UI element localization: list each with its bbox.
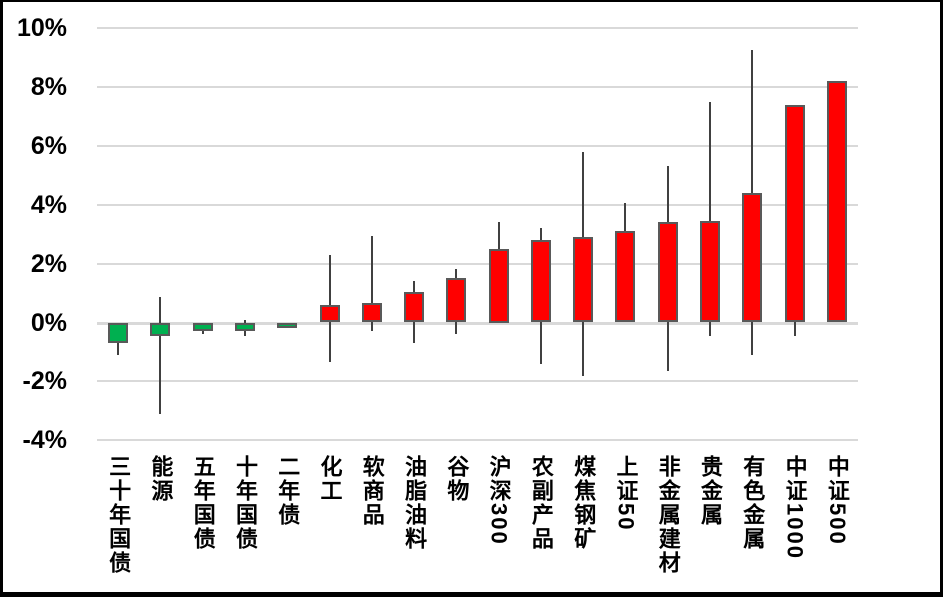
x-axis-category-label: 油脂油料	[402, 455, 428, 551]
candle-bar	[700, 220, 721, 323]
candle-bar	[573, 237, 594, 323]
candle-bar	[488, 248, 509, 323]
candle-bar	[361, 303, 382, 323]
candle-bar	[319, 304, 340, 323]
x-axis-category-label: 十年国债	[232, 455, 258, 551]
candle-bar	[826, 81, 847, 323]
x-axis-category-label: 农副产品	[528, 455, 554, 551]
candle-bar	[192, 322, 213, 332]
range-whisker	[370, 235, 373, 332]
x-axis-category-label: 五年国债	[190, 455, 216, 551]
candle-bar	[404, 291, 425, 323]
range-whisker	[159, 297, 162, 414]
plot-area: 10% 8% 6% 4% 2% 0% -2% -4% 三十年国债 能源 五年国债 十年国债 二年债 化工软…	[3, 2, 940, 592]
candle-bar	[150, 322, 171, 336]
y-axis-tick-label: 6%	[30, 131, 67, 160]
candle-bar	[446, 278, 467, 323]
candle-bar	[615, 231, 636, 323]
y-axis-tick-label: 10%	[16, 14, 67, 42]
gridline	[97, 439, 858, 442]
gridline	[97, 144, 858, 147]
candle-bar	[234, 322, 255, 332]
gridline	[97, 380, 858, 383]
x-axis-category-label: 上证50	[613, 455, 639, 532]
x-axis-category-label: 煤焦钢矿	[571, 455, 597, 551]
x-axis-category-label: 有色金属	[740, 455, 766, 551]
y-axis-tick-label: -2%	[22, 367, 67, 396]
gridline	[97, 27, 858, 29]
y-axis-tick-label: -4%	[22, 426, 67, 455]
candle-bar	[657, 222, 678, 323]
x-axis-category-label: 化工	[317, 455, 343, 503]
gridline	[97, 203, 858, 206]
candle-bar	[742, 192, 763, 323]
candle-bar	[784, 104, 805, 323]
x-axis-category-label: 二年债	[275, 455, 301, 527]
y-axis-tick-label: 8%	[30, 72, 67, 101]
x-axis-category-label: 三十年国债	[106, 455, 132, 575]
y-axis-tick-label: 2%	[30, 249, 67, 278]
x-axis-category-label: 沪深300	[486, 455, 512, 546]
x-axis-category-label: 贵金属	[698, 455, 724, 527]
x-axis-category-label: 非金属建材	[655, 455, 681, 575]
x-axis-category-label: 中证500	[824, 455, 850, 546]
x-axis-category-label: 中证1000	[782, 455, 808, 560]
gridline	[97, 262, 858, 265]
candle-bar	[277, 322, 298, 328]
y-axis-tick-label: 0%	[30, 308, 67, 337]
x-axis-category-label: 谷物	[444, 455, 470, 503]
gridline	[97, 85, 858, 88]
candle-bar	[108, 322, 129, 344]
gridline	[97, 321, 858, 325]
range-whisker	[709, 101, 712, 336]
y-axis-tick-label: 4%	[30, 190, 67, 219]
x-axis-category-label: 软商品	[359, 455, 385, 527]
x-axis-category-label: 能源	[148, 455, 174, 503]
candle-bar	[530, 240, 551, 323]
